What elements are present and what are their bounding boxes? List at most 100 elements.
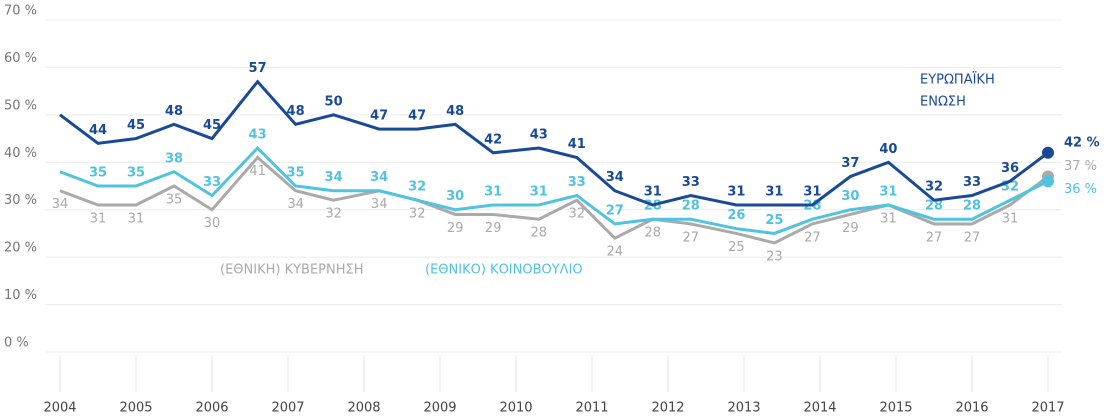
y-tick-label: 10 % <box>4 288 37 303</box>
end-marker <box>1042 175 1054 188</box>
x-tick-label: 2012 <box>651 401 684 416</box>
x-tick-label: 2017 <box>1031 401 1064 416</box>
x-tick-label: 2010 <box>499 401 532 416</box>
data-label: 34 <box>325 170 343 185</box>
end-label: 37 % <box>1064 159 1097 174</box>
data-label: 50 <box>325 94 343 109</box>
x-tick-label: 2011 <box>575 401 608 416</box>
data-label: 43 <box>249 128 267 143</box>
x-tick-label: 2014 <box>803 401 836 416</box>
data-label: 32 <box>325 207 342 222</box>
data-label: 47 <box>370 109 388 124</box>
y-tick-label: 30 % <box>4 193 37 208</box>
data-label: 45 <box>203 118 221 133</box>
data-label: 48 <box>165 104 183 119</box>
series-line <box>59 79 1049 207</box>
data-label: 29 <box>485 221 502 236</box>
data-label: 26 <box>727 208 745 223</box>
data-label: 29 <box>447 221 464 236</box>
y-tick-label: 50 % <box>4 98 37 113</box>
data-label: 34 <box>606 170 624 185</box>
x-tick-label: 2013 <box>727 401 760 416</box>
data-label: 34 <box>370 170 388 185</box>
y-tick-label: 60 % <box>4 51 37 66</box>
data-label: 31 <box>644 184 662 199</box>
data-label: 30 <box>204 216 221 231</box>
data-label: 25 <box>728 240 745 255</box>
series-line <box>59 145 1049 235</box>
data-label: 32 <box>408 180 426 195</box>
data-label: 40 <box>879 142 897 157</box>
data-label: 34 <box>52 197 69 212</box>
data-label: 35 <box>166 193 183 208</box>
end-marker <box>1042 146 1054 159</box>
data-label: 57 <box>249 61 267 76</box>
annotation: (ΕΘΝΙΚΟ) ΚΟΙΝΟΒΟΥΛΙΟ <box>425 263 583 278</box>
data-label: 41 <box>249 164 266 179</box>
data-label: 35 <box>287 166 305 181</box>
x-tick-label: 2007 <box>271 401 304 416</box>
data-label: 33 <box>203 175 221 190</box>
data-label: 28 <box>531 226 548 241</box>
data-label: 31 <box>530 184 548 199</box>
y-tick-label: 20 % <box>4 241 37 256</box>
data-label: 27 <box>606 203 624 218</box>
x-tick-label: 2005 <box>119 401 152 416</box>
data-label: 31 <box>765 184 783 199</box>
data-label: 31 <box>128 211 145 226</box>
data-label: 25 <box>765 213 783 228</box>
data-label: 44 <box>89 123 107 138</box>
data-label: 27 <box>804 230 821 245</box>
data-label: 31 <box>727 184 745 199</box>
y-tick-label: 0 % <box>4 336 29 351</box>
data-label: 24 <box>607 245 624 260</box>
data-label: 28 <box>645 226 662 241</box>
y-tick-label: 40 % <box>4 146 37 161</box>
data-label: 33 <box>963 175 981 190</box>
data-label: 31 <box>1002 211 1019 226</box>
data-label: 32 <box>925 180 943 195</box>
data-label: 43 <box>530 128 548 143</box>
data-label: 28 <box>963 199 981 214</box>
annotation: (ΕΘΝΙΚΗ) ΚΥΒΕΡΝΗΣΗ <box>220 263 364 278</box>
data-label: 45 <box>127 118 145 133</box>
data-label: 37 <box>841 156 859 171</box>
data-label: 33 <box>682 175 700 190</box>
x-tick-label: 2015 <box>879 401 912 416</box>
x-tick-label: 2016 <box>955 401 988 416</box>
data-label: 29 <box>842 221 859 236</box>
end-label: 36 % <box>1064 182 1097 197</box>
data-label: 34 <box>371 197 388 212</box>
data-label: 30 <box>446 189 464 204</box>
x-tick-label: 2009 <box>423 401 456 416</box>
data-label: 27 <box>926 230 943 245</box>
data-label: 34 <box>287 197 304 212</box>
data-label: 23 <box>766 249 783 264</box>
data-label: 32 <box>409 207 426 222</box>
x-tick-label: 2006 <box>195 401 228 416</box>
data-label: 48 <box>287 104 305 119</box>
data-label: 35 <box>89 166 107 181</box>
data-label: 31 <box>879 184 897 199</box>
data-label: 31 <box>90 211 107 226</box>
data-label: 38 <box>165 151 183 166</box>
end-label: 42 % <box>1064 135 1100 150</box>
data-label: 31 <box>880 211 897 226</box>
data-label: 35 <box>127 166 145 181</box>
data-label: 48 <box>446 104 464 119</box>
data-label: 28 <box>925 199 943 214</box>
data-label: 30 <box>841 189 859 204</box>
x-tick-label: 2008 <box>347 401 380 416</box>
x-tick-label: 2004 <box>43 401 76 416</box>
data-label: 41 <box>568 137 586 152</box>
annotation: ΕΝΩΣΗ <box>920 95 966 110</box>
data-label: 27 <box>683 230 700 245</box>
data-label: 42 <box>484 132 502 147</box>
data-label: 31 <box>803 184 821 199</box>
data-label: 31 <box>484 184 502 199</box>
data-label: 36 <box>1001 161 1019 176</box>
data-label: 47 <box>408 109 426 124</box>
data-label: 28 <box>682 199 700 214</box>
data-label: 32 <box>569 207 586 222</box>
